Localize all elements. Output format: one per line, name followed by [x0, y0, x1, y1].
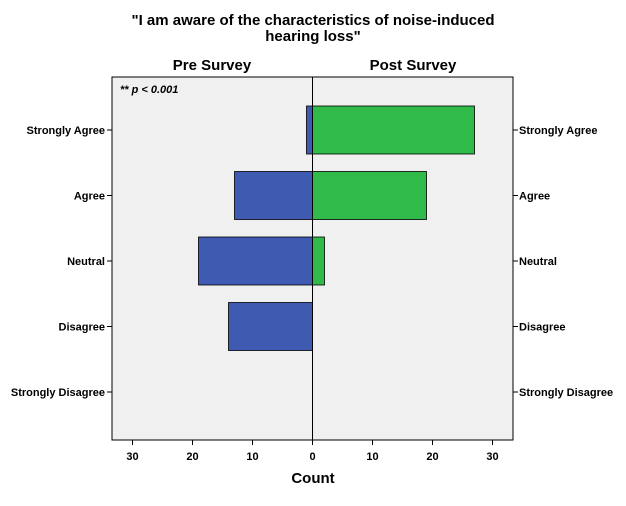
category-label-right-neutral: Neutral	[519, 256, 557, 268]
bar-pre-disagree	[228, 302, 313, 351]
significance-annotation: ** p < 0.001	[120, 84, 178, 96]
category-label-right-agree: Agree	[519, 191, 550, 203]
x-ticks-layer: 30 20 10 0 10 20 30	[126, 440, 499, 463]
category-label-right-disagree: Disagree	[519, 322, 565, 334]
category-label-left-strongly-agree: Strongly Agree	[27, 125, 105, 137]
x-axis-title: Count	[291, 470, 334, 487]
category-labels-layer: Strongly Agree Strongly Agree Agree Agree Ne…	[11, 125, 613, 399]
chart-title-line-1: "I am aware of the characteristics of no…	[131, 12, 494, 29]
x-tick-label: 20	[426, 451, 438, 463]
panel-title-post: Post Survey	[370, 57, 457, 74]
category-label-left-disagree: Disagree	[59, 322, 105, 334]
bars-layer	[198, 105, 475, 351]
chart-title-line-2: hearing loss"	[265, 28, 360, 45]
category-label-left-agree: Agree	[74, 191, 105, 203]
x-tick-label: 0	[309, 451, 315, 463]
category-label-left-strongly-disagree: Strongly Disagree	[11, 387, 105, 399]
bar-pre-agree	[234, 171, 313, 220]
bar-pre-strongly-agree	[306, 105, 313, 155]
x-tick-label: 20	[186, 451, 198, 463]
x-tick-label: 10	[246, 451, 258, 463]
category-label-right-strongly-disagree: Strongly Disagree	[519, 387, 613, 399]
category-label-left-neutral: Neutral	[67, 256, 105, 268]
bar-post-neutral	[312, 236, 325, 286]
category-label-right-strongly-agree: Strongly Agree	[519, 125, 597, 137]
bar-post-strongly-agree	[312, 105, 475, 155]
x-tick-label: 30	[486, 451, 498, 463]
bar-pre-neutral	[198, 236, 313, 286]
x-tick-label: 10	[366, 451, 378, 463]
bar-post-agree	[312, 171, 427, 220]
panel-title-pre: Pre Survey	[173, 57, 252, 74]
x-tick-label: 30	[126, 451, 138, 463]
